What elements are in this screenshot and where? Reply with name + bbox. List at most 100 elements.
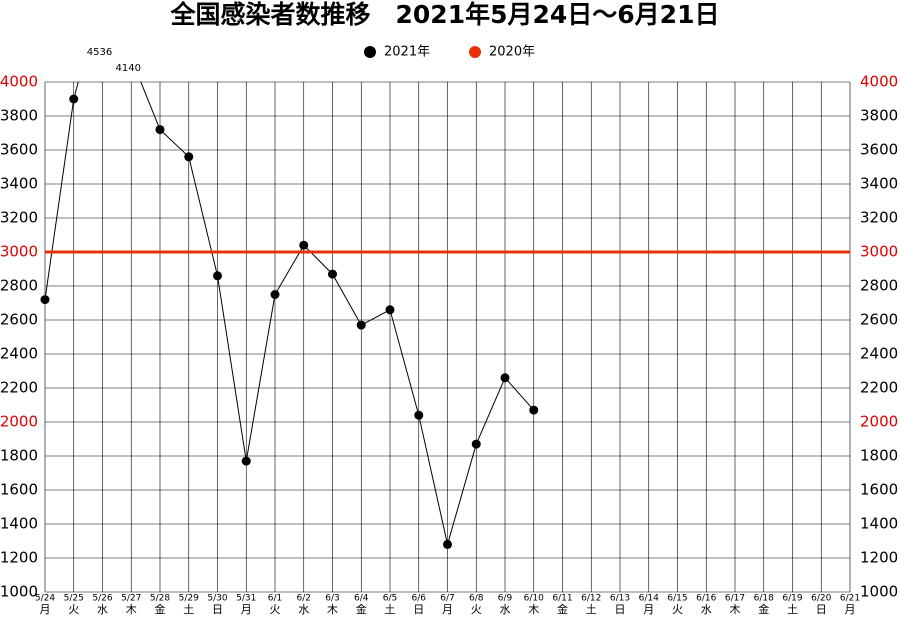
- x-tick-label: 6/19: [782, 594, 802, 604]
- x-tick-label: 6/14: [639, 594, 659, 604]
- y-tick-label: 1600: [0, 481, 38, 499]
- x-tick-label: 5/28: [150, 594, 170, 604]
- x-tick-weekday: 水: [298, 603, 309, 616]
- y-tick-label: 1000: [0, 583, 38, 601]
- data-point: [443, 539, 452, 549]
- x-tick-weekday: 月: [442, 603, 453, 616]
- x-tick-label: 6/7: [440, 594, 454, 604]
- x-tick-weekday: 木: [126, 603, 137, 616]
- y-tick-label-right: 4000: [860, 73, 898, 91]
- x-tick-label: 6/13: [610, 594, 630, 604]
- x-tick-label: 6/11: [552, 594, 572, 604]
- x-tick-label: 6/3: [325, 594, 339, 604]
- x-tick-weekday: 日: [212, 603, 223, 616]
- data-point: [356, 320, 366, 330]
- data-point: [414, 410, 424, 420]
- y-tick-label: 3600: [0, 141, 38, 159]
- data-point: [241, 456, 251, 466]
- y-tick-label: 1400: [0, 515, 38, 533]
- x-tick-weekday: 木: [327, 603, 338, 616]
- data-label: 4536: [87, 47, 112, 58]
- data-point: [213, 271, 222, 281]
- legend-marker: [364, 46, 376, 58]
- series-line: [44, 82, 535, 545]
- x-tick-label: 6/17: [725, 594, 745, 604]
- y-tick-label: 1200: [0, 549, 38, 567]
- data-point: [299, 240, 309, 250]
- y-tick-label-right: 3600: [860, 141, 898, 159]
- x-tick-weekday: 土: [183, 603, 194, 616]
- x-tick-label: 5/25: [64, 594, 84, 604]
- x-tick-label: 6/9: [498, 594, 513, 604]
- x-tick-label: 5/30: [207, 594, 227, 604]
- x-tick-weekday: 火: [672, 603, 683, 616]
- x-tick-weekday: 金: [557, 602, 568, 616]
- data-point: [385, 305, 395, 315]
- y-tick-label: 3000: [0, 243, 38, 261]
- y-tick-label-right: 1600: [860, 481, 898, 499]
- y-tick-label-right: 3400: [860, 175, 898, 193]
- chart-title: 全国感染者数推移 2021年5月24日～6月21日: [170, 0, 720, 29]
- x-tick-label: 6/15: [667, 594, 687, 604]
- x-tick-weekday: 日: [615, 603, 626, 616]
- x-tick-label: 5/31: [236, 594, 256, 604]
- x-tick-label: 6/20: [811, 594, 831, 604]
- y-tick-label-right: 2000: [860, 413, 898, 431]
- x-tick-label: 5/27: [121, 594, 141, 604]
- y-tick-label-right: 2200: [860, 379, 898, 397]
- data-label: 4140: [116, 63, 141, 74]
- y-tick-label-right: 3800: [860, 107, 898, 125]
- x-tick-weekday: 月: [40, 603, 51, 616]
- x-tick-weekday: 水: [701, 603, 712, 616]
- data-point: [184, 152, 194, 162]
- x-tick-weekday: 土: [586, 603, 597, 616]
- x-tick-weekday: 火: [270, 603, 281, 616]
- x-tick-label: 6/21: [840, 594, 860, 604]
- x-tick-label: 6/10: [524, 594, 544, 604]
- data-point: [270, 290, 280, 299]
- x-tick-weekday: 水: [97, 603, 108, 616]
- data-point: [500, 373, 510, 383]
- y-tick-label-right: 3000: [860, 243, 898, 261]
- legend-marker: [469, 46, 481, 58]
- x-tick-label: 6/16: [696, 594, 716, 604]
- x-tick-label: 6/18: [754, 594, 774, 604]
- x-tick-label: 6/6: [412, 594, 427, 604]
- y-tick-label: 4000: [0, 73, 38, 91]
- y-tick-label-right: 3200: [860, 209, 898, 227]
- x-tick-weekday: 日: [413, 603, 424, 616]
- y-tick-label-right: 1200: [860, 549, 898, 567]
- x-tick-weekday: 土: [385, 603, 396, 616]
- y-tick-label-right: 2400: [860, 345, 898, 363]
- data-point: [471, 439, 481, 449]
- y-tick-label: 2000: [0, 413, 38, 431]
- y-tick-label-right: 1800: [860, 447, 898, 465]
- x-tick-weekday: 木: [528, 603, 539, 616]
- x-tick-label: 5/29: [179, 594, 199, 604]
- x-tick-weekday: 日: [816, 603, 827, 616]
- y-tick-label-right: 1000: [860, 583, 898, 601]
- y-tick-label-right: 2800: [860, 277, 898, 295]
- data-point: [328, 269, 337, 279]
- x-tick-label: 6/4: [354, 594, 369, 604]
- legend-label: 2021年: [384, 45, 430, 60]
- y-tick-label: 1800: [0, 447, 38, 465]
- y-tick-label: 2400: [0, 345, 38, 363]
- x-tick-label: 6/8: [469, 594, 484, 604]
- y-tick-label: 2200: [0, 379, 38, 397]
- x-tick-weekday: 金: [758, 602, 769, 616]
- data-point: [69, 94, 79, 104]
- x-tick-weekday: 木: [730, 603, 741, 616]
- data-point: [529, 405, 539, 415]
- x-tick-label: 5/26: [92, 594, 112, 604]
- x-tick-weekday: 水: [500, 603, 511, 616]
- data-point: [40, 295, 50, 305]
- y-tick-label-right: 1400: [860, 515, 898, 533]
- x-tick-weekday: 火: [68, 603, 79, 616]
- legend-label: 2020年: [489, 45, 535, 60]
- x-tick-weekday: 月: [845, 603, 856, 616]
- y-tick-label: 2800: [0, 277, 38, 295]
- y-tick-label: 3200: [0, 209, 38, 227]
- x-tick-weekday: 月: [643, 603, 654, 616]
- x-tick-weekday: 金: [356, 602, 367, 616]
